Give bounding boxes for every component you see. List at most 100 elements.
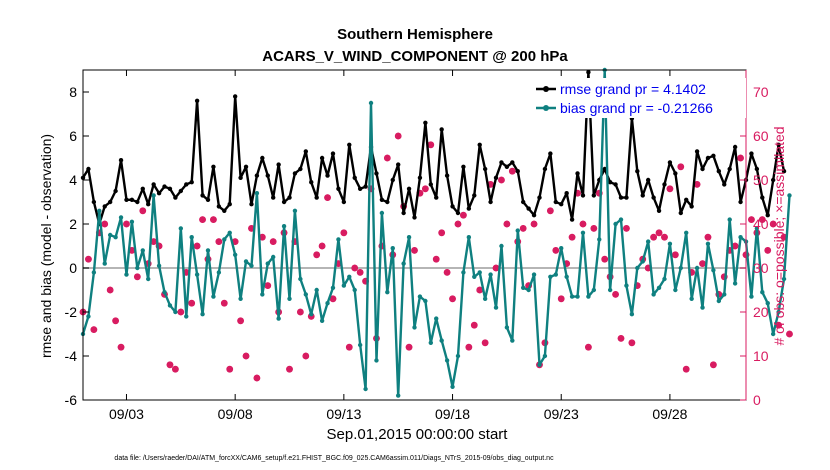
bias-data-point [559, 246, 564, 251]
obs-assimilated-marker [492, 264, 500, 272]
bias-data-point [667, 241, 673, 246]
axes-box [82, 69, 747, 401]
axes: -6 -4 -2 0 2 4 6 8 0 10 20 30 40 50 60 70 09/03 09/08 09/1… [65, 69, 769, 422]
bias-data-point [640, 259, 645, 264]
rmse-data-point [645, 177, 651, 183]
bias-data-point [673, 287, 678, 293]
obs-assimilated-marker [253, 374, 261, 382]
bias-data-point [575, 294, 580, 299]
rmse-data-point [91, 199, 97, 205]
rmse-data-point [542, 166, 548, 172]
bias-data-point [444, 358, 450, 363]
obs-assimilated-marker [655, 229, 663, 236]
obs-assimilated-marker [683, 366, 690, 373]
rmse-data-point [694, 149, 700, 154]
rmse-data-point [526, 206, 531, 211]
bias-data-point [200, 312, 205, 317]
y2-tick-label: 40 [753, 216, 769, 232]
rmse-data-point [276, 162, 281, 167]
obs-assimilated-marker [433, 256, 440, 263]
obs-assimilated-marker [628, 339, 636, 346]
obs-assimilated-marker [650, 234, 657, 241]
title-block: Southern Hemisphere ACARS_V_WIND_COMPONE… [262, 26, 568, 65]
obs-assimilated-marker [177, 308, 185, 316]
bias-data-point [406, 235, 412, 240]
y-tick-label: -6 [65, 392, 78, 408]
bias-data-point [754, 226, 760, 231]
obs-assimilated-marker [405, 344, 413, 351]
rmse-data-point [347, 142, 352, 147]
rmse-data-point [303, 149, 309, 154]
bias-data-point [727, 217, 732, 222]
plot-area [79, 67, 793, 398]
chart-subtitle: ACARS_V_WIND_COMPONENT @ 200 hPa [262, 48, 568, 65]
bias-data-point [368, 100, 374, 106]
bias-data-point [173, 309, 178, 315]
rmse-data-point [700, 166, 705, 172]
y2-tick-label: 50 [753, 172, 769, 188]
obs-assimilated-marker [394, 132, 402, 140]
bias-data-point [618, 217, 624, 222]
bias-data-point [222, 237, 227, 242]
rmse-data-point [749, 151, 754, 156]
y2-tick-label: 60 [753, 128, 769, 144]
obs-assimilated-marker [688, 269, 695, 276]
obs-assimilated-marker [775, 322, 782, 329]
rmse-data-point [591, 193, 597, 198]
bias-data-point [107, 232, 113, 238]
bias-data-point [336, 237, 341, 242]
rmse-data-point [129, 197, 135, 202]
bias-data-point [569, 294, 575, 299]
obs-assimilated-marker [769, 220, 777, 228]
rmse-data-point [461, 164, 466, 169]
obs-assimilated-marker [362, 278, 369, 285]
bias-data-point [711, 268, 716, 273]
obs-assimilated-marker [411, 247, 418, 254]
rmse-data-point [689, 204, 694, 209]
y2-tick-label: 70 [753, 84, 769, 100]
obs-assimilated-marker [242, 352, 250, 360]
bias-data-point [314, 287, 319, 293]
rmse-data-point [722, 182, 727, 187]
obs-assimilated-marker [378, 242, 386, 250]
obs-assimilated-marker [487, 181, 494, 188]
bias-data-point [292, 208, 298, 213]
rmse-data-point [352, 175, 357, 180]
rmse-data-point [477, 142, 482, 147]
bias-data-point [662, 276, 667, 282]
y-tick-label: 4 [69, 172, 77, 188]
y-tick-label: 8 [69, 84, 77, 100]
obs-assimilated-marker [601, 256, 608, 263]
y-axis-label: rmse and bias (model - observation) [38, 134, 54, 358]
bias-data-point [722, 292, 727, 297]
rmse-data-point [390, 177, 395, 183]
rmse-data-point [564, 191, 569, 196]
bias-data-point [162, 290, 167, 295]
bias-data-point [227, 230, 232, 235]
legend-bias-marker [543, 105, 549, 111]
y2-tick-label: 0 [753, 392, 761, 408]
bias-data-point [97, 208, 102, 213]
footnote: data file: /Users/raeder/DAI/ATM_forcXX/… [114, 455, 554, 462]
bias-data-point [434, 316, 439, 321]
rmse-data-point [711, 153, 716, 158]
rmse-data-point [618, 195, 624, 200]
rmse-data-point [162, 184, 167, 189]
obs-assimilated-marker [324, 194, 331, 201]
bias-data-point [645, 239, 651, 244]
obs-assimilated-marker [623, 225, 630, 232]
bias-data-point [124, 272, 129, 277]
rmse-data-point [374, 171, 379, 176]
obs-assimilated-marker [579, 220, 587, 228]
bias-data-point [395, 393, 401, 398]
rmse-data-point [754, 166, 760, 172]
obs-assimilated-marker [666, 185, 674, 192]
x-tick-label: 09/13 [326, 406, 361, 422]
bias-data-point [135, 265, 140, 271]
obs-assimilated-marker [465, 344, 473, 351]
rmse-data-point [385, 199, 390, 205]
rmse-data-point [732, 144, 738, 150]
obs-assimilated-marker [422, 185, 429, 192]
bias-data-point [238, 296, 243, 301]
obs-assimilated-marker [476, 286, 483, 294]
